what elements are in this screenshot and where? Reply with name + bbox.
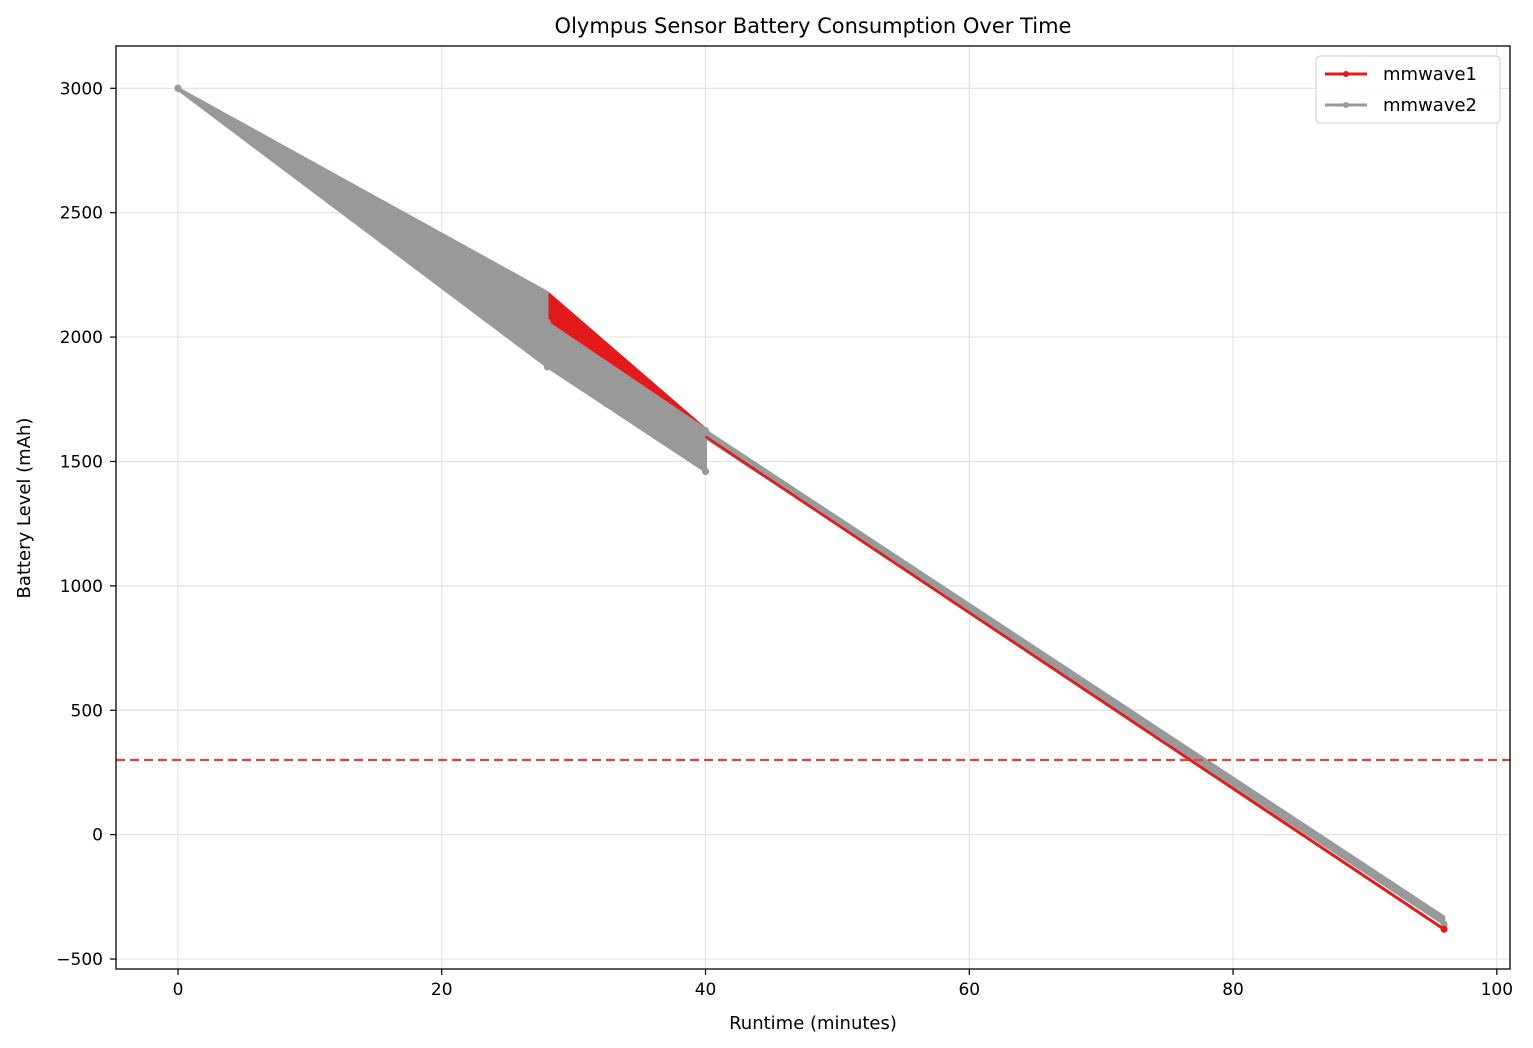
y-tick-label-1500: 1500 — [60, 452, 103, 472]
series-mmwave1-marker-final — [1440, 925, 1448, 933]
x-axis-ticks: 0 20 40 60 80 100 — [173, 969, 1513, 1000]
axes-frame — [115, 45, 1511, 970]
y-tick-label-500: 500 — [71, 701, 103, 721]
plot-area — [116, 84, 1510, 933]
grid — [116, 46, 1510, 969]
legend-label-mmwave2: mmwave2 — [1383, 95, 1477, 116]
series-mmwave2 — [174, 84, 1448, 928]
series-mmwave2-marker-start-1 — [543, 318, 551, 326]
x-tick-label-40: 40 — [695, 980, 717, 1000]
x-axis-label: Runtime (minutes) — [729, 1013, 897, 1034]
legend: mmwave1 mmwave2 — [1315, 55, 1501, 124]
y-tick-label--500: −500 — [56, 950, 103, 970]
x-tick-label-100: 100 — [1481, 980, 1513, 1000]
series-mmwave2-marker-start-0 — [174, 84, 182, 92]
y-tick-label-1000: 1000 — [60, 577, 103, 597]
y-tick-label-3000: 3000 — [60, 79, 103, 99]
series-mmwave2-marker-end-2 — [1440, 920, 1448, 928]
series-mmwave2-marker-end-1 — [702, 467, 710, 475]
chart-title: Olympus Sensor Battery Consumption Over … — [555, 14, 1072, 38]
x-tick-label-20: 20 — [431, 980, 453, 1000]
y-tick-label-2500: 2500 — [60, 204, 103, 224]
legend-marker-mmwave2 — [1343, 102, 1349, 108]
y-tick-label-2000: 2000 — [60, 328, 103, 348]
x-tick-label-80: 80 — [1222, 980, 1244, 1000]
y-tick-label-0: 0 — [92, 826, 103, 846]
legend-label-mmwave1: mmwave1 — [1383, 64, 1477, 85]
x-tick-label-0: 0 — [173, 980, 184, 1000]
y-axis-label: Battery Level (mAh) — [14, 418, 35, 599]
legend-marker-mmwave1 — [1343, 71, 1349, 77]
y-axis-ticks: −500 0 500 1000 1500 2000 2500 3000 — [56, 79, 116, 970]
x-tick-label-60: 60 — [958, 980, 980, 1000]
series-mmwave2-marker-start-2 — [702, 426, 710, 434]
series-mmwave1-line-overlay — [704, 435, 1445, 931]
